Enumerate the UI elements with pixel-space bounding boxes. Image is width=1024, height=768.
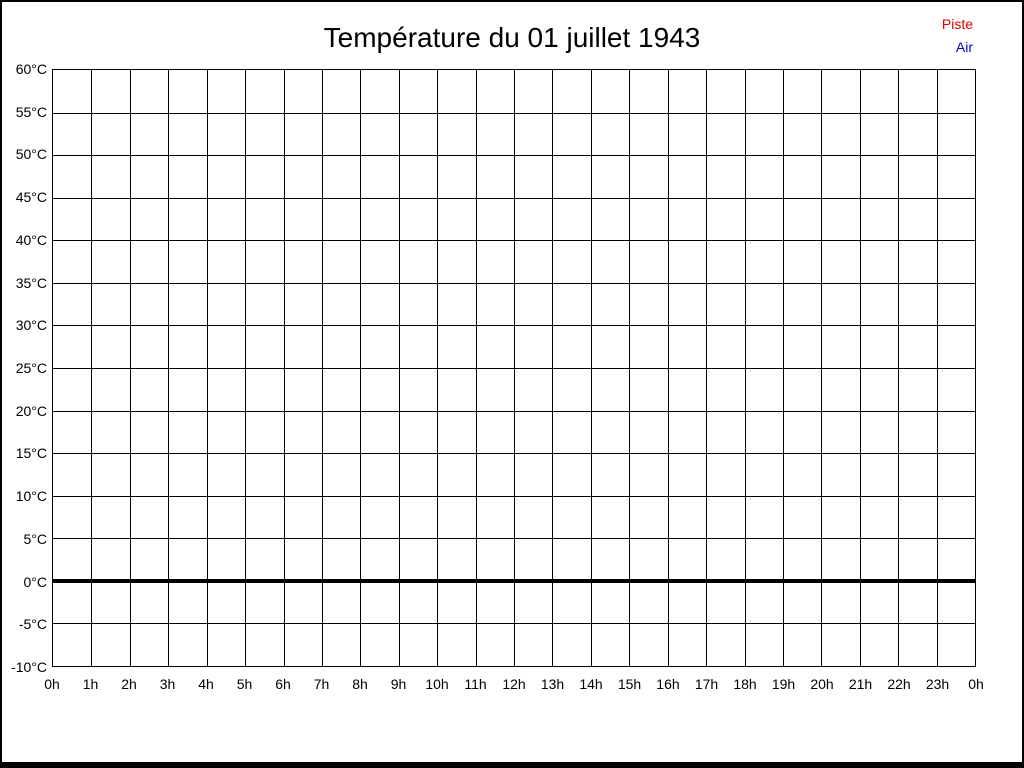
gridline-horizontal bbox=[53, 282, 975, 284]
legend-item-air: Air bbox=[955, 39, 973, 55]
x-tick-label: 9h bbox=[390, 676, 407, 692]
y-tick-label: 5°C bbox=[23, 530, 48, 547]
x-tick-label: 13h bbox=[540, 676, 565, 692]
x-tick-label: 14h bbox=[579, 676, 603, 692]
y-tick-label: 35°C bbox=[15, 274, 47, 291]
x-tick-label: 7h bbox=[313, 676, 330, 692]
y-tick-label: -5°C bbox=[18, 616, 47, 633]
x-tick-label: 8h bbox=[352, 676, 368, 692]
y-tick-label: -10°C bbox=[11, 659, 47, 675]
x-tick-label: 0h bbox=[44, 676, 60, 692]
y-tick-label: 25°C bbox=[15, 360, 47, 376]
x-tick-label: 18h bbox=[733, 676, 757, 692]
x-tick-label: 6h bbox=[275, 676, 291, 692]
y-tick-label: 50°C bbox=[15, 146, 47, 163]
y-tick-label: 40°C bbox=[15, 231, 47, 248]
x-tick-label: 2h bbox=[121, 676, 137, 692]
x-tick-label: 17h bbox=[694, 676, 719, 692]
x-axis-labels: 0h 1h 2h 3h 4h 5h 6h 7h 8h 9h 10h 11h 12h 13h 14h 15h 16… bbox=[44, 676, 984, 696]
x-tick-label: 1h bbox=[82, 676, 99, 692]
x-tick-label: 22h bbox=[887, 676, 911, 692]
y-tick-label: 55°C bbox=[15, 103, 47, 120]
plot-grid bbox=[53, 70, 975, 666]
x-tick-label: 10h bbox=[425, 676, 449, 692]
gridline-horizontal bbox=[53, 112, 975, 114]
x-tick-label: 11h bbox=[464, 676, 487, 692]
gridline-horizontal bbox=[53, 325, 975, 327]
x-tick-label: 15h bbox=[617, 676, 642, 692]
gridline-horizontal bbox=[53, 623, 975, 625]
x-tick-label: 12h bbox=[502, 676, 526, 692]
y-tick-label: 15°C bbox=[15, 445, 47, 462]
x-tick-label: 0h bbox=[968, 676, 984, 692]
y-tick-label: 20°C bbox=[15, 402, 47, 419]
y-tick-label: 30°C bbox=[15, 317, 47, 334]
x-tick-label: 16h bbox=[656, 676, 680, 692]
x-tick-label: 23h bbox=[925, 676, 950, 692]
y-tick-label: 60°C bbox=[15, 61, 47, 77]
gridline-horizontal bbox=[53, 410, 975, 412]
x-tick-label: 19h bbox=[771, 676, 796, 692]
chart-title: Température du 01 juillet 1943 bbox=[323, 22, 701, 53]
legend-item-piste: Piste bbox=[941, 16, 973, 32]
y-tick-label: 45°C bbox=[15, 189, 47, 206]
y-axis-labels: 60°C 55°C 50°C 45°C 40°C 35°C 30°C 25°C 20°C 15°C… bbox=[2, 61, 48, 675]
x-tick-label: 4h bbox=[198, 676, 214, 692]
y-tick-label: 0°C bbox=[23, 573, 48, 590]
plot-area bbox=[52, 69, 976, 667]
gridline-horizontal bbox=[53, 538, 975, 540]
x-tick-label: 20h bbox=[810, 676, 834, 692]
gridline-horizontal bbox=[53, 197, 975, 199]
gridline-horizontal bbox=[53, 368, 975, 369]
y-tick-label: 10°C bbox=[15, 488, 47, 505]
x-tick-label: 21h bbox=[848, 676, 873, 692]
gridline-horizontal bbox=[53, 495, 975, 497]
gridline-horizontal bbox=[53, 155, 975, 157]
legend: Piste Air bbox=[942, 13, 973, 59]
gridline-horizontal bbox=[53, 240, 975, 242]
x-tick-label: 3h bbox=[159, 676, 176, 692]
zero-line bbox=[53, 578, 975, 583]
gridline-horizontal bbox=[53, 453, 975, 455]
x-tick-label: 5h bbox=[236, 676, 253, 692]
